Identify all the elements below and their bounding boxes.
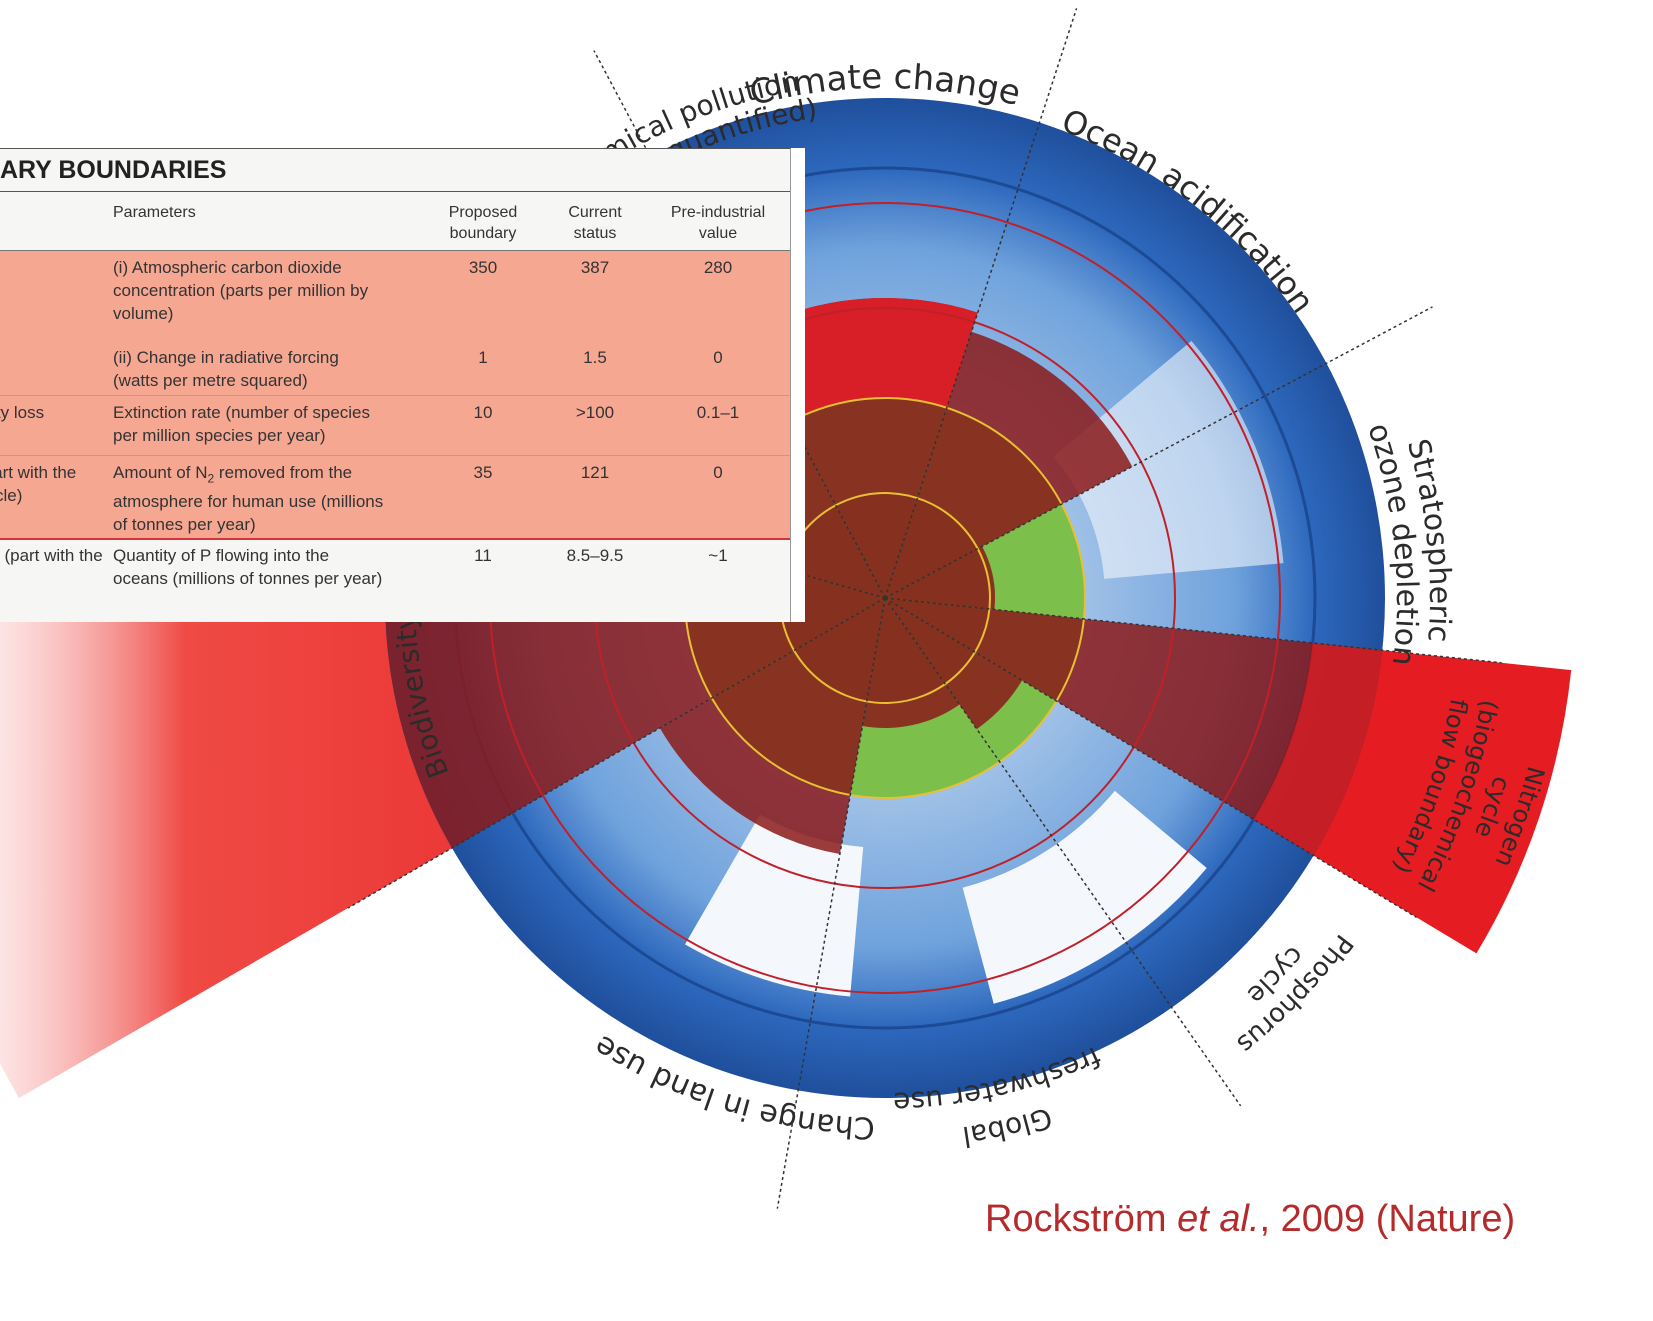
- boundary-wedge: [885, 598, 1023, 730]
- table-title: ARY BOUNDARIES: [0, 156, 227, 184]
- table-cell: 1.5: [583, 348, 607, 367]
- table-cell: (ii) Change in radiative forcing (watts …: [113, 348, 339, 390]
- table-cell: rsity loss: [0, 403, 45, 422]
- divider: [593, 50, 886, 599]
- table-cell: Quantity of P flowing into the oceans (m…: [113, 546, 383, 588]
- divider: [884, 597, 1417, 918]
- table-cell: >100: [575, 403, 615, 422]
- boundaries-table: ARY BOUNDARIES cess Parameters Proposed bo…: [0, 148, 805, 622]
- table-cell: e: [0, 256, 103, 279]
- table-cell: 1: [478, 348, 488, 367]
- column-header: Current status: [568, 204, 622, 242]
- table-cell: (part with the cycle): [0, 463, 77, 505]
- row-background: [0, 250, 790, 341]
- boundary-wedge: [885, 598, 1383, 856]
- table-cell: 10: [473, 403, 493, 422]
- row-background: [0, 538, 790, 622]
- divider: [884, 597, 1502, 664]
- cell-part: 2: [207, 471, 215, 486]
- table-cell: Extinction rate (number of species per m…: [113, 403, 371, 445]
- cell-part: Amount of N: [113, 463, 208, 482]
- column-header: Parameters: [113, 204, 196, 221]
- table-cell: 11: [474, 546, 492, 565]
- citation-author: Rockström: [985, 1198, 1178, 1240]
- table-cell: cle (part with the: [0, 546, 103, 565]
- cell-part: removed from the atmosphere for human us…: [113, 463, 384, 535]
- divider: [884, 8, 1078, 599]
- nitrogen-inner: [1253, 642, 1383, 856]
- table-cell: 8.5–9.5: [566, 546, 624, 565]
- land-patch: [962, 790, 1207, 1004]
- table-cell: 280: [703, 258, 733, 277]
- citation: Rockström et al., 2009 (Nature): [985, 1198, 1515, 1241]
- land-patch: [685, 814, 864, 997]
- table-cell: 0.1–1: [696, 403, 740, 422]
- divider: [776, 597, 886, 1209]
- divider: [884, 597, 1242, 1107]
- table-cell: 387: [580, 258, 610, 277]
- divider: [347, 597, 886, 909]
- table-cell: 121: [580, 463, 610, 482]
- table-cell: 0: [713, 463, 723, 482]
- header-rule: [0, 191, 790, 192]
- table-cell: Amount of N2 removed from the atmosphere…: [113, 461, 388, 536]
- boundary-wedge: [885, 331, 1133, 598]
- boundary-wedge: [885, 546, 995, 610]
- row-background: [0, 340, 790, 395]
- citation-etal: et al.: [1177, 1198, 1260, 1240]
- table-cell: ~1: [708, 546, 728, 565]
- column-header: Pre-industrial value: [670, 204, 766, 242]
- column-header: cess: [0, 202, 105, 223]
- table-cell: 35: [473, 463, 493, 482]
- column-header: Proposed boundary: [448, 204, 518, 242]
- row-background: [0, 395, 790, 456]
- table-cell: 350: [468, 258, 498, 277]
- table-cell: 0: [713, 348, 723, 367]
- boundary-wedge: [862, 598, 960, 728]
- table-cell: (i) Atmospheric carbon dioxide concentra…: [113, 258, 369, 323]
- row-background: [0, 455, 790, 539]
- divider: [884, 306, 1433, 599]
- citation-rest: , 2009 (Nature): [1259, 1198, 1516, 1240]
